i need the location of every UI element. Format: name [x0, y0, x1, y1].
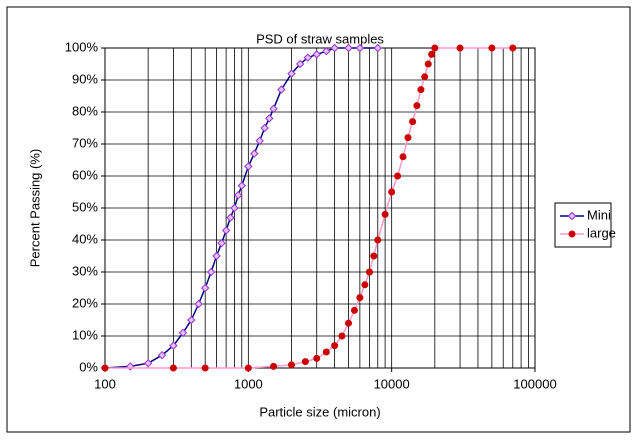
point	[277, 85, 286, 94]
y-axis-label: Percent Passing (%)	[27, 149, 42, 268]
point	[269, 104, 278, 114]
point	[178, 328, 188, 338]
point	[217, 238, 226, 248]
point	[265, 114, 274, 123]
point	[330, 43, 339, 53]
chart-title: PSD of straw samples	[256, 31, 384, 46]
point	[409, 118, 417, 126]
y-tick-label: 40%	[72, 231, 98, 246]
point	[230, 203, 239, 213]
legend-label: large	[587, 225, 616, 240]
legend-label: Mini	[587, 207, 611, 222]
point	[221, 226, 231, 235]
point	[417, 86, 425, 94]
legend-box	[554, 202, 612, 248]
point	[303, 53, 313, 62]
point	[157, 350, 167, 360]
point	[350, 306, 358, 314]
point	[212, 251, 221, 261]
y-tick-label: 0%	[79, 359, 98, 374]
y-tick-label: 50%	[72, 199, 98, 214]
point	[101, 364, 109, 372]
point	[374, 236, 382, 244]
y-tick-label: 80%	[72, 103, 98, 118]
x-axis-label: Particle size (micron)	[259, 404, 380, 419]
point	[237, 181, 246, 190]
point	[322, 46, 331, 56]
point	[404, 134, 412, 142]
point	[244, 364, 252, 372]
point	[287, 361, 295, 369]
x-tick-label: 100	[94, 376, 116, 391]
point	[370, 252, 378, 260]
point	[399, 153, 407, 161]
point	[143, 358, 153, 368]
point	[331, 342, 339, 350]
point	[313, 354, 321, 362]
point	[169, 364, 177, 372]
point	[244, 162, 253, 171]
legend-marker	[568, 230, 576, 238]
y-tick-label: 60%	[72, 167, 98, 182]
point	[255, 136, 264, 146]
point	[250, 149, 259, 158]
point	[287, 69, 296, 78]
point	[187, 315, 196, 325]
point	[431, 44, 439, 52]
point	[345, 319, 353, 327]
y-tick-label: 100%	[65, 39, 99, 54]
point	[201, 364, 209, 372]
legend-marker	[567, 211, 577, 221]
point	[456, 44, 464, 52]
point	[413, 102, 421, 110]
point	[428, 50, 436, 58]
point	[200, 283, 210, 293]
point	[355, 43, 365, 53]
point	[344, 43, 353, 53]
point	[373, 43, 382, 53]
point	[194, 299, 203, 309]
point	[421, 73, 429, 81]
point	[295, 59, 305, 69]
point	[356, 294, 364, 302]
point	[424, 60, 432, 68]
y-tick-label: 30%	[72, 263, 98, 278]
point	[301, 358, 309, 366]
x-tick-label: 1000	[234, 376, 263, 391]
x-tick-label: 10000	[374, 376, 410, 391]
y-tick-label: 10%	[72, 327, 98, 342]
point	[206, 267, 216, 277]
point	[361, 281, 369, 289]
point	[338, 332, 346, 340]
point	[381, 210, 389, 218]
point	[365, 268, 373, 276]
y-tick-label: 20%	[72, 295, 98, 310]
point	[394, 172, 402, 180]
point	[312, 50, 321, 59]
point	[322, 348, 330, 356]
point	[270, 362, 278, 370]
y-tick-label: 70%	[72, 135, 98, 150]
point	[509, 44, 517, 52]
x-tick-label: 100000	[513, 376, 556, 391]
point	[260, 123, 269, 133]
point	[388, 188, 396, 196]
point	[234, 190, 243, 200]
point	[488, 44, 496, 52]
point	[226, 213, 235, 222]
y-tick-label: 90%	[72, 71, 98, 86]
point	[169, 341, 178, 350]
